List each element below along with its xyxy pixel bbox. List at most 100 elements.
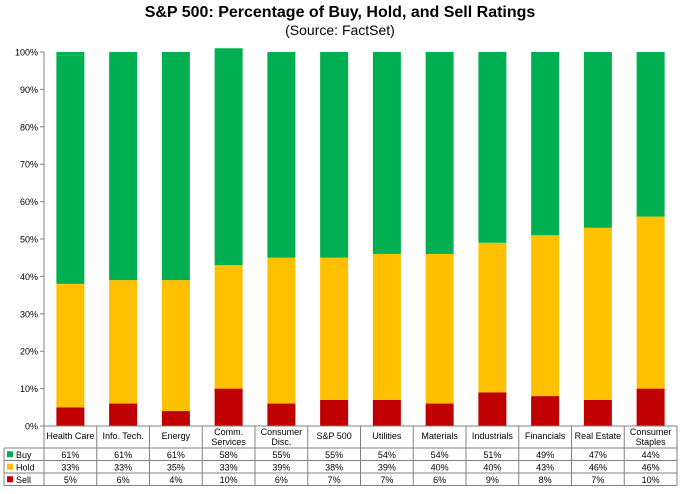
data-label: 54% — [431, 450, 449, 460]
data-label: 61% — [167, 450, 185, 460]
y-tick-label: 40% — [20, 272, 38, 282]
data-label: 55% — [272, 450, 290, 460]
bar-buy — [161, 52, 190, 281]
bar-hold — [425, 253, 454, 404]
category-label: Info. Tech. — [102, 431, 143, 441]
bar-hold — [320, 257, 349, 400]
legend-label: Buy — [16, 450, 32, 460]
category-label: Comm. — [214, 427, 243, 437]
bar-sell — [636, 388, 665, 426]
data-label: 6% — [433, 475, 446, 485]
category-label: Utilities — [372, 431, 402, 441]
bar-buy — [372, 52, 401, 254]
data-label: 9% — [486, 475, 499, 485]
legend-label: Hold — [16, 462, 35, 472]
data-label: 40% — [483, 462, 501, 472]
data-label: 35% — [167, 462, 185, 472]
bar-buy — [478, 52, 507, 243]
data-label: 38% — [325, 462, 343, 472]
bar-hold — [267, 257, 296, 404]
data-label: 61% — [114, 450, 132, 460]
bar-buy — [583, 52, 612, 228]
chart-subtitle: (Source: FactSet) — [285, 22, 395, 38]
data-label: 6% — [275, 475, 288, 485]
bar-sell — [425, 403, 454, 426]
data-label: 54% — [378, 450, 396, 460]
bar-sell — [267, 403, 296, 426]
data-label: 58% — [220, 450, 238, 460]
category-label: Services — [211, 437, 246, 447]
data-label: 47% — [589, 450, 607, 460]
data-label: 10% — [642, 475, 660, 485]
category-label: Energy — [162, 431, 191, 441]
data-label: 7% — [591, 475, 604, 485]
category-label: Staples — [636, 437, 667, 447]
y-tick-label: 70% — [20, 160, 38, 170]
data-label: 46% — [642, 462, 660, 472]
data-label: 39% — [378, 462, 396, 472]
data-label: 44% — [642, 450, 660, 460]
data-label: 61% — [61, 450, 79, 460]
y-tick-label: 60% — [20, 197, 38, 207]
bar-buy — [320, 52, 349, 258]
y-tick-label: 0% — [25, 422, 38, 432]
category-label: Consumer — [261, 427, 303, 437]
data-label: 5% — [64, 475, 77, 485]
category-label: Materials — [421, 431, 458, 441]
data-label: 33% — [114, 462, 132, 472]
bar-hold — [109, 280, 138, 404]
category-label: Disc. — [271, 437, 291, 447]
bar-sell — [372, 399, 401, 426]
bar-buy — [109, 52, 138, 281]
category-label: Financials — [525, 431, 566, 441]
category-label: Consumer — [630, 427, 672, 437]
data-label: 46% — [589, 462, 607, 472]
data-label: 7% — [380, 475, 393, 485]
bar-sell — [531, 396, 560, 426]
data-label: 43% — [536, 462, 554, 472]
bar-hold — [583, 227, 612, 400]
data-label: 39% — [272, 462, 290, 472]
bar-sell — [320, 399, 349, 426]
bar-sell — [56, 407, 85, 426]
legend-label: Sell — [16, 475, 31, 485]
bar-sell — [478, 392, 507, 426]
data-label: 40% — [431, 462, 449, 472]
data-label: 33% — [61, 462, 79, 472]
legend-key-buy — [7, 451, 13, 458]
category-label: Industrials — [472, 431, 514, 441]
y-tick-label: 10% — [20, 384, 38, 394]
y-tick-label: 30% — [20, 309, 38, 319]
data-label: 51% — [483, 450, 501, 460]
data-label: 4% — [169, 475, 182, 485]
data-label: 55% — [325, 450, 343, 460]
data-label: 8% — [539, 475, 552, 485]
bar-buy — [425, 52, 454, 254]
bar-sell — [583, 399, 612, 426]
category-label: Health Care — [46, 431, 94, 441]
bar-buy-fill — [56, 52, 85, 56]
data-label: 7% — [328, 475, 341, 485]
bar-hold — [372, 253, 401, 400]
bar-buy — [267, 52, 296, 258]
bar-sell — [109, 403, 138, 426]
y-tick-label: 90% — [20, 85, 38, 95]
bar-buy — [636, 52, 665, 217]
data-label: 6% — [117, 475, 130, 485]
bar-hold — [636, 216, 665, 389]
legend-key-hold — [7, 463, 13, 470]
bar-hold — [214, 265, 243, 389]
category-label: S&P 500 — [316, 431, 351, 441]
bar-sell — [161, 411, 190, 426]
y-tick-label: 50% — [20, 235, 38, 245]
y-tick-label: 80% — [20, 122, 38, 132]
chart-title: S&P 500: Percentage of Buy, Hold, and Se… — [144, 4, 536, 21]
y-tick-label: 20% — [20, 347, 38, 357]
bar-hold — [531, 235, 560, 397]
data-label: 33% — [220, 462, 238, 472]
bar-hold — [56, 283, 85, 408]
bar-buy — [214, 48, 243, 266]
y-tick-label: 100% — [15, 48, 38, 58]
